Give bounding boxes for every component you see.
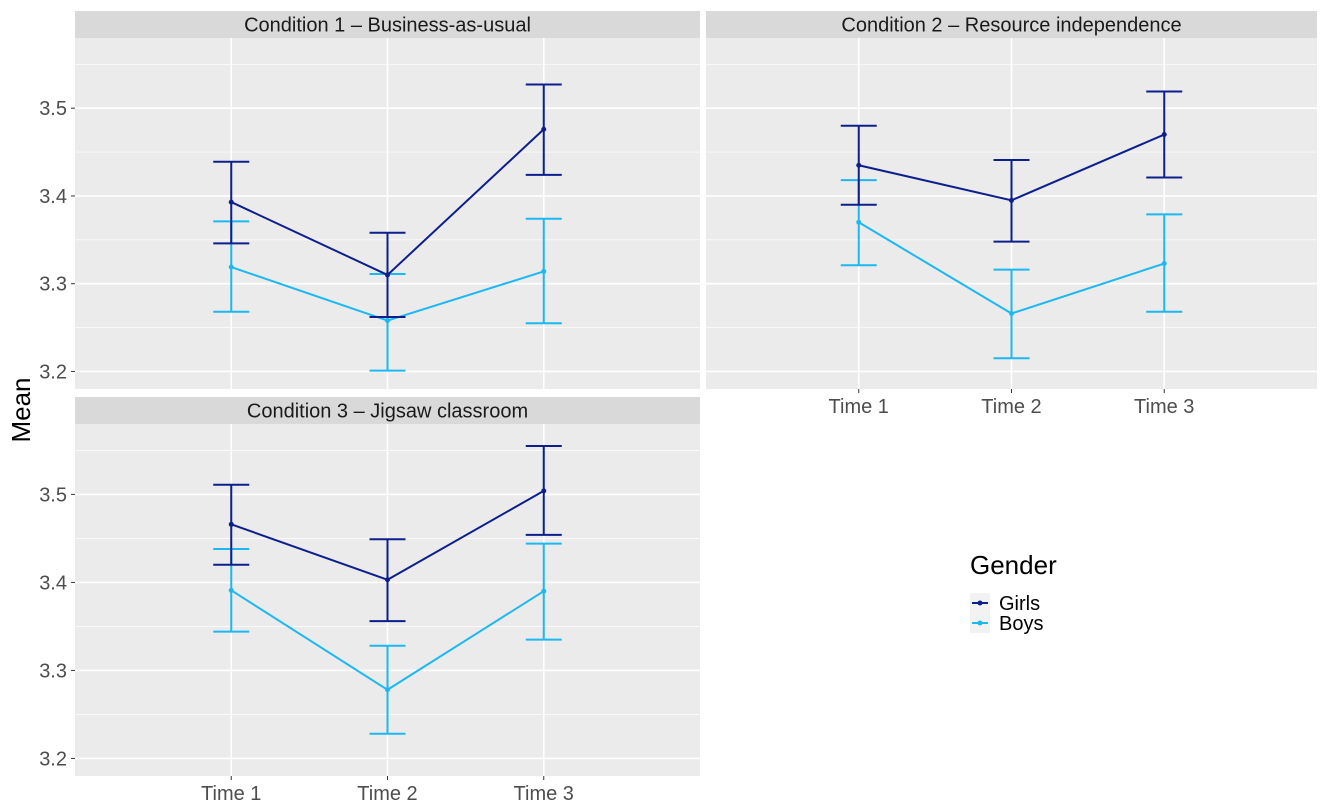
data-point [541,488,547,494]
data-point [856,219,862,225]
panel-1: Condition 1 – Business-as-usual 3.2 3.3 3.4… [39,11,700,389]
data-point [541,588,547,594]
series-girls [213,83,562,319]
data-point [541,126,547,132]
panel-title: Condition 3 – Jigsaw classroom [247,401,528,423]
y-tick-label: 3.5 [39,484,67,506]
y-tick-label: 3.2 [39,361,67,383]
data-point [385,577,390,583]
panel-strip [75,11,700,38]
x-tick-label: Time 2 [357,783,417,800]
x-tick-label: Time 1 [829,396,889,418]
legend-key-point [977,600,983,606]
y-tick-label: 3.3 [39,660,67,682]
y-tick-label: 3.4 [39,186,67,208]
data-point [1161,261,1167,267]
x-tick-label: Time 1 [201,783,261,800]
panel-strip [75,397,700,424]
data-point [1009,197,1014,203]
data-point [385,318,390,324]
data-point [228,587,234,593]
y-tick-label: 3.2 [39,748,67,770]
data-point [1009,311,1014,317]
panel-strip [706,11,1317,38]
y-tick-label: 3.3 [39,274,67,296]
data-point [228,264,234,270]
data-point [228,199,234,205]
legend-label: Girls [999,593,1040,615]
panel-2: Condition 2 – Resource independence Time … [706,11,1317,418]
series-girls [840,90,1183,243]
y-axis-title: Mean [6,377,36,442]
x-tick-label: Time 3 [514,783,574,800]
legend-key-point [977,620,983,626]
legend-label: Boys [999,613,1043,635]
panel-title: Condition 2 – Resource independence [841,15,1181,37]
legend-title: Gender [970,550,1057,580]
data-point [541,268,547,274]
x-tick-label: Time 3 [1134,396,1194,418]
x-tick-label: Time 2 [981,396,1041,418]
panel-3: Condition 3 – Jigsaw classroom 3.2 3.3 3.4 3… [39,397,700,800]
y-tick-label: 3.4 [39,572,67,594]
data-point [228,521,234,527]
series-girls [213,445,562,623]
series-boys [840,179,1183,360]
y-tick-label: 3.5 [39,98,67,120]
data-point [1161,132,1167,138]
series-boys [213,542,562,735]
data-point [856,162,862,168]
data-point [385,687,390,693]
data-point [385,272,390,278]
panel-title: Condition 1 – Business-as-usual [244,15,531,37]
